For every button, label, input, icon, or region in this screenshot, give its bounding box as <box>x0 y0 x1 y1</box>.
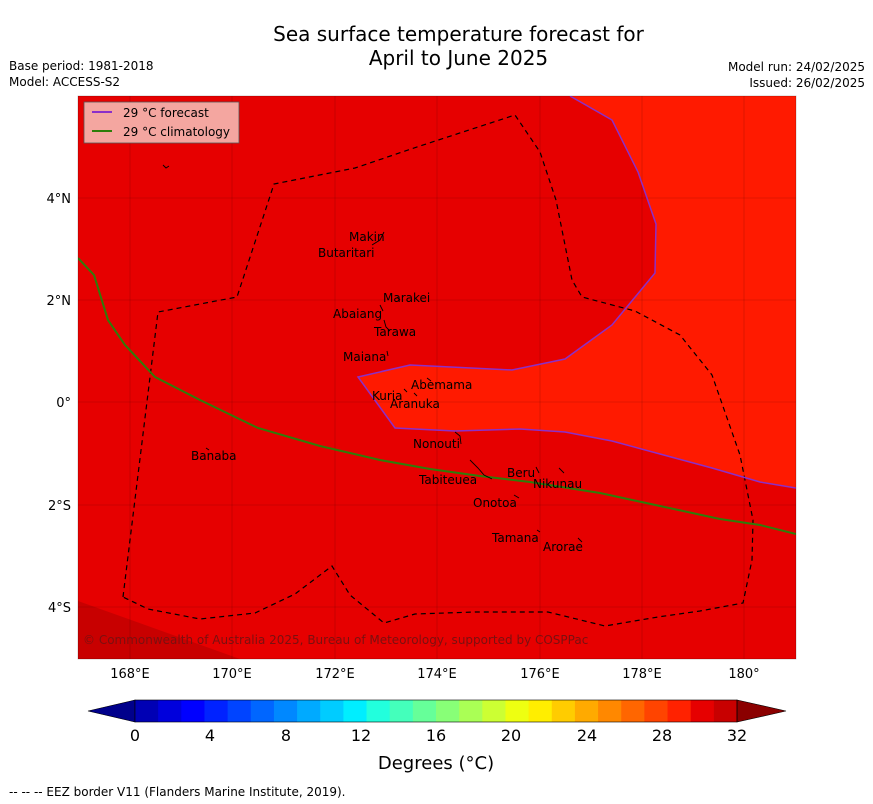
colorbar-tick: 24 <box>577 726 597 745</box>
model-run-text: Model run: 24/02/2025 <box>727 60 865 74</box>
colorbar-tick: 8 <box>281 726 291 745</box>
title-line-2: April to June 2025 <box>368 46 549 70</box>
colorbar-tick: 16 <box>426 726 446 745</box>
place-label: Marakei <box>383 291 430 305</box>
copyright-text: © Commonwealth of Australia 2025, Bureau… <box>83 633 588 647</box>
island-outlines <box>162 164 583 543</box>
colorbar-segment <box>366 700 391 722</box>
place-label: Abaiang <box>333 307 382 321</box>
title-line-1: Sea surface temperature forecast for <box>273 22 644 46</box>
place-label: Tarawa <box>373 325 416 339</box>
forecast-29c-contour <box>356 96 796 489</box>
lat-label: 0° <box>56 396 71 411</box>
colorbar-segment <box>412 700 437 722</box>
colorbar-segment <box>574 700 599 722</box>
lat-label: 4°S <box>48 601 71 616</box>
latitude-labels: 4°N 2°N 0° 2°S 4°S <box>47 192 72 616</box>
place-label: Makin <box>349 230 385 244</box>
model-text: Model: ACCESS-S2 <box>9 75 121 89</box>
issued-text: Issued: 26/02/2025 <box>749 76 865 90</box>
colorbar-ticks: 0 4 8 12 16 20 24 28 32 <box>130 726 747 745</box>
longitude-labels: 168°E 170°E 172°E 174°E 176°E 178°E 180° <box>110 667 759 682</box>
place-label: Beru <box>507 466 535 480</box>
lon-label: 178°E <box>622 667 662 682</box>
climatology-29c-contour <box>78 257 796 535</box>
colorbar-tick: 0 <box>130 726 140 745</box>
colorbar-tick: 28 <box>652 726 672 745</box>
colorbar-segment <box>297 700 321 722</box>
base-period-text: Base period: 1981-2018 <box>9 59 154 73</box>
colorbar-segment <box>713 700 738 722</box>
colorbar-segment <box>459 700 483 722</box>
place-label: Nonouti <box>413 437 460 451</box>
eez-border <box>122 114 754 627</box>
colorbar-label: Degrees (°C) <box>378 753 494 774</box>
colorbar-segment <box>621 700 645 722</box>
colorbar-segment <box>204 700 229 722</box>
lon-label: 180° <box>728 667 759 682</box>
colorbar-under-arrow <box>87 699 136 723</box>
colorbar-segment <box>436 700 460 722</box>
place-label: Onotoa <box>473 496 517 510</box>
place-label: Kuria <box>372 389 403 403</box>
place-label: Tabiteuea <box>418 473 477 487</box>
gridlines <box>78 96 796 659</box>
colorbar <box>87 699 787 723</box>
legend-forecast-label: 29 °C forecast <box>123 106 209 120</box>
colorbar-segment <box>528 700 553 722</box>
place-label: Aranuka <box>390 397 440 411</box>
colorbar-tick: 12 <box>351 726 371 745</box>
colorbar-segment <box>551 700 576 722</box>
colorbar-segment <box>181 700 205 722</box>
lon-label: 172°E <box>315 667 355 682</box>
colorbar-segment <box>505 700 530 722</box>
colorbar-over-arrow <box>736 699 787 723</box>
lat-label: 2°S <box>48 499 71 514</box>
lon-label: 170°E <box>212 667 252 682</box>
lat-label: 4°N <box>47 192 72 207</box>
place-labels: Makin Butaritari Marakei Abaiang Tarawa … <box>191 230 583 554</box>
cooler-corner-region <box>78 601 240 659</box>
colorbar-segment <box>273 700 298 722</box>
colorbar-tick: 32 <box>727 726 747 745</box>
place-label: Arorae <box>543 540 583 554</box>
colorbar-tick: 20 <box>501 726 521 745</box>
map-area: Makin Butaritari Marakei Abaiang Tarawa … <box>78 96 796 659</box>
map-title: Sea surface temperature forecast for Apr… <box>0 22 873 70</box>
place-label: Banaba <box>191 449 237 463</box>
colorbar-segment <box>135 700 159 722</box>
colorbar-tick: 4 <box>205 726 215 745</box>
colorbar-segment <box>250 700 275 722</box>
metadata-right: Model run: 24/02/2025 Issued: 26/02/2025 <box>728 59 865 91</box>
colorbar-segment <box>690 700 715 722</box>
colorbar-segment <box>482 700 506 722</box>
colorbar-segment <box>667 700 692 722</box>
legend-climatology-label: 29 °C climatology <box>123 125 230 139</box>
colorbar-segment <box>389 700 414 722</box>
colorbar-segment <box>598 700 622 722</box>
eez-footnote: -- -- -- EEZ border V11 (Flanders Marine… <box>9 785 346 799</box>
place-label: Tamana <box>491 531 539 545</box>
colorbar-segment <box>644 700 669 722</box>
lat-label: 2°N <box>47 294 72 309</box>
colorbar-segment <box>320 700 344 722</box>
place-label: Abemama <box>411 378 472 392</box>
lon-label: 174°E <box>417 667 457 682</box>
place-label: Butaritari <box>318 246 375 260</box>
map-legend: 29 °C forecast 29 °C climatology <box>83 101 240 144</box>
colorbar-segment <box>227 700 252 722</box>
map-frame <box>77 95 797 660</box>
colorbar-segment <box>343 700 368 722</box>
place-label: Nikunau <box>533 477 582 491</box>
colorbar-segment <box>158 700 182 722</box>
warmer-region <box>78 96 796 659</box>
legend-box <box>83 101 240 144</box>
lon-label: 168°E <box>110 667 150 682</box>
colorbar-frame <box>134 699 738 723</box>
metadata-left: Base period: 1981-2018 Model: ACCESS-S2 <box>9 58 154 90</box>
lon-label: 176°E <box>520 667 560 682</box>
place-label: Maiana <box>343 350 386 364</box>
